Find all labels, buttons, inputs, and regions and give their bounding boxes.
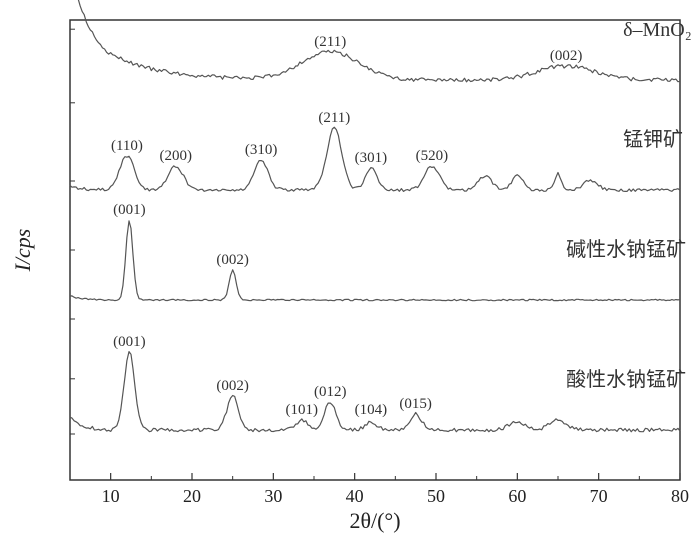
peak-label: (015) bbox=[399, 396, 432, 412]
y-axis-label: I/cps bbox=[10, 229, 35, 273]
x-axis-label: 2θ/(°) bbox=[349, 508, 400, 533]
peak-label: (211) bbox=[314, 34, 346, 50]
peak-label: (002) bbox=[216, 252, 249, 268]
svg-text:10: 10 bbox=[102, 486, 120, 506]
series-label-acid_birnessite: 酸性水钠锰矿 bbox=[566, 368, 686, 391]
svg-text:20: 20 bbox=[183, 486, 201, 506]
peak-label: (110) bbox=[111, 138, 143, 154]
peak-label: (001) bbox=[113, 202, 146, 218]
svg-text:40: 40 bbox=[346, 486, 364, 506]
peak-label: (002) bbox=[550, 48, 583, 64]
series-label-alkaline_birnessite: 碱性水钠锰矿 bbox=[566, 238, 686, 261]
svg-text:70: 70 bbox=[590, 486, 608, 506]
chart-svg: 10 20 30 40 50 60 70 80 2θ/(°) I/cps (211) (002) δ–M… bbox=[0, 0, 700, 537]
svg-text:80: 80 bbox=[671, 486, 689, 506]
peak-label: (310) bbox=[245, 142, 278, 158]
curve-acid_birnessite bbox=[70, 352, 680, 432]
peak-label: (101) bbox=[286, 402, 319, 418]
series-label-delta_mno2: δ–MnO₂ bbox=[623, 19, 692, 41]
peak-label: (001) bbox=[113, 334, 146, 350]
peak-label: (002) bbox=[216, 378, 249, 394]
svg-text:30: 30 bbox=[264, 486, 282, 506]
xrd-chart: 10 20 30 40 50 60 70 80 2θ/(°) I/cps (211) (002) δ–M… bbox=[0, 0, 700, 537]
peak-label: (211) bbox=[318, 110, 350, 126]
svg-text:50: 50 bbox=[427, 486, 445, 506]
peak-label: (301) bbox=[355, 150, 388, 166]
curve-delta_mno2 bbox=[70, 0, 680, 82]
peak-label: (012) bbox=[314, 384, 347, 400]
peak-label: (520) bbox=[416, 148, 449, 164]
peak-label: (104) bbox=[355, 402, 388, 418]
svg-text:60: 60 bbox=[508, 486, 526, 506]
series-label-cryptomelane: 锰钾矿 bbox=[623, 128, 683, 151]
peak-label: (200) bbox=[159, 148, 192, 164]
